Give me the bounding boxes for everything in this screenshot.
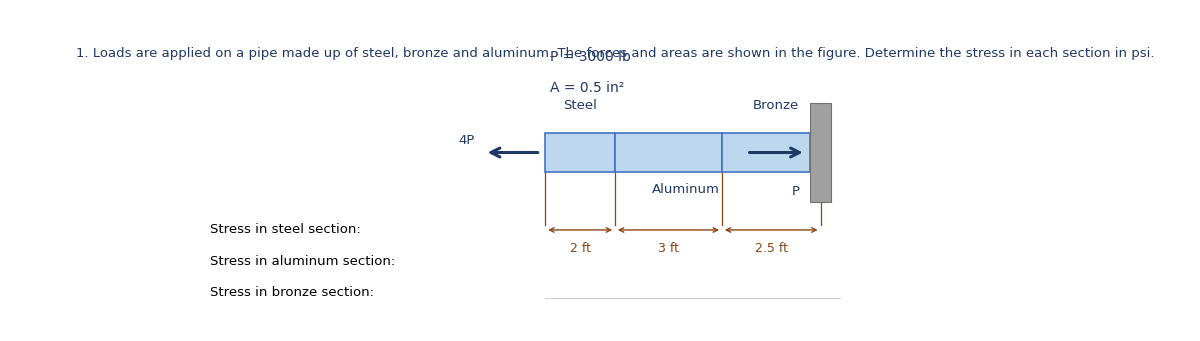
Text: Bronze: Bronze	[752, 99, 798, 112]
Bar	[545, 133, 616, 172]
Bar	[722, 133, 810, 172]
Text: Stress in aluminum section:: Stress in aluminum section:	[210, 255, 400, 268]
Bar	[616, 133, 722, 172]
Text: 2 ft: 2 ft	[570, 242, 590, 255]
Text: A = 0.5 in²: A = 0.5 in²	[550, 81, 624, 95]
Bar	[810, 103, 830, 203]
Text: 3 ft: 3 ft	[658, 242, 679, 255]
Text: Aluminum: Aluminum	[653, 183, 720, 196]
Text: Stress in bronze section:: Stress in bronze section:	[210, 286, 379, 299]
Text: 4P: 4P	[458, 134, 474, 147]
Text: P = 3000 lb: P = 3000 lb	[550, 50, 631, 64]
Text: Stress in steel section:: Stress in steel section:	[210, 223, 366, 236]
Text: Steel: Steel	[563, 99, 598, 112]
Text: 2.5 ft: 2.5 ft	[755, 242, 787, 255]
Text: 1. Loads are applied on a pipe made up of steel, bronze and aluminum. The forces: 1. Loads are applied on a pipe made up o…	[76, 47, 1154, 60]
Text: P: P	[792, 186, 799, 198]
